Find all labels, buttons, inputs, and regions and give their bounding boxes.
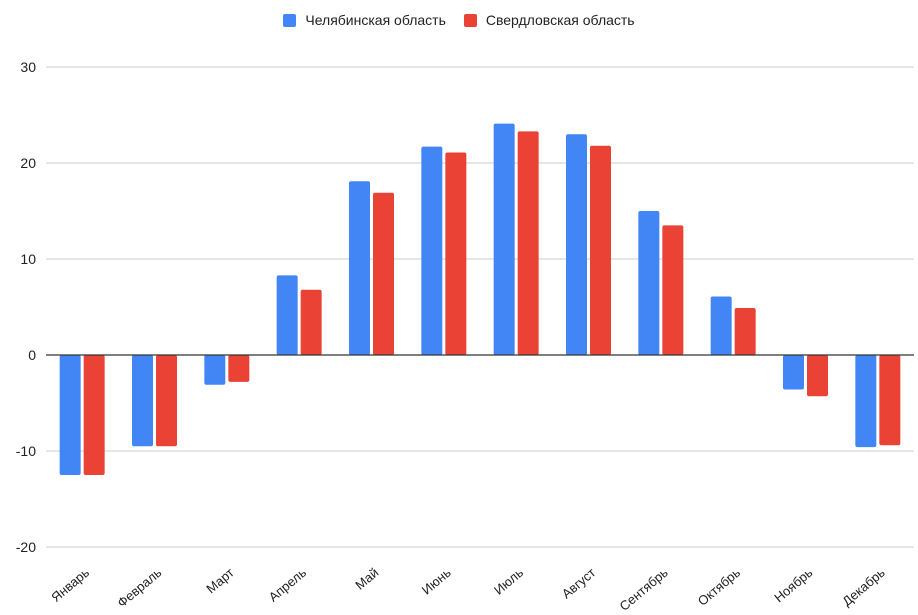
legend-swatch-series-1 — [283, 13, 297, 27]
y-tick-label: 20 — [20, 155, 36, 171]
bar-2-10[interactable] — [734, 307, 756, 355]
legend-swatch-series-2 — [463, 13, 477, 27]
bar-1-6[interactable] — [421, 146, 443, 355]
bar-2-5[interactable] — [373, 192, 394, 355]
chart-legend: Челябинская область Свердловская область — [0, 12, 918, 28]
bar-2-11[interactable] — [807, 355, 828, 397]
y-tick-label: 30 — [20, 59, 36, 75]
x-tick-label: Февраль — [114, 565, 164, 611]
bar-2-3[interactable] — [228, 355, 250, 382]
bar-1-8[interactable] — [566, 134, 587, 355]
gridlines — [46, 66, 914, 548]
legend-item-series-1[interactable]: Челябинская область — [283, 12, 446, 28]
bar-2-7[interactable] — [517, 131, 539, 355]
y-tick-label: -10 — [16, 443, 36, 459]
bar-1-9[interactable] — [638, 211, 660, 355]
y-tick-label: 0 — [28, 347, 36, 363]
x-tick-label: Май — [352, 565, 381, 593]
bar-1-3[interactable] — [204, 355, 226, 385]
bar-1-1[interactable] — [59, 355, 81, 475]
x-tick-label: Март — [203, 565, 237, 597]
bar-2-8[interactable] — [590, 145, 611, 355]
bar-2-4[interactable] — [300, 289, 322, 355]
bars — [59, 123, 901, 475]
bar-2-12[interactable] — [879, 355, 901, 446]
x-tick-label: Ноябрь — [771, 565, 815, 606]
bar-1-11[interactable] — [783, 355, 804, 390]
legend-item-series-2[interactable]: Свердловская область — [463, 12, 635, 28]
bar-1-4[interactable] — [276, 275, 298, 355]
bar-2-2[interactable] — [156, 355, 177, 447]
bar-2-6[interactable] — [445, 152, 467, 355]
x-tick-label: Октябрь — [695, 565, 743, 609]
x-tick-label: Апрель — [266, 565, 310, 605]
bar-2-1[interactable] — [83, 355, 105, 475]
y-axis: 30 20 10 0 -10 -20 — [16, 59, 36, 555]
bar-1-12[interactable] — [855, 355, 877, 448]
x-tick-label: Июль — [491, 565, 526, 598]
bar-1-2[interactable] — [132, 355, 153, 447]
x-tick-label: Январь — [48, 565, 92, 605]
bar-2-9[interactable] — [662, 225, 684, 355]
legend-label-series-1: Челябинская область — [305, 12, 446, 28]
bar-1-5[interactable] — [349, 181, 370, 355]
x-tick-label: Сентябрь — [616, 565, 670, 614]
y-tick-label: -20 — [16, 539, 36, 555]
legend-label-series-2: Свердловская область — [485, 12, 635, 28]
x-tick-label: Декабрь — [839, 565, 888, 609]
bar-1-10[interactable] — [710, 296, 732, 355]
x-tick-label: Август — [559, 565, 599, 602]
x-axis: Январь Февраль Март Апрель Май Июнь Июль Август… — [48, 565, 888, 614]
bar-1-7[interactable] — [493, 123, 515, 355]
x-tick-label: Июнь — [419, 565, 454, 598]
y-tick-label: 10 — [20, 251, 36, 267]
